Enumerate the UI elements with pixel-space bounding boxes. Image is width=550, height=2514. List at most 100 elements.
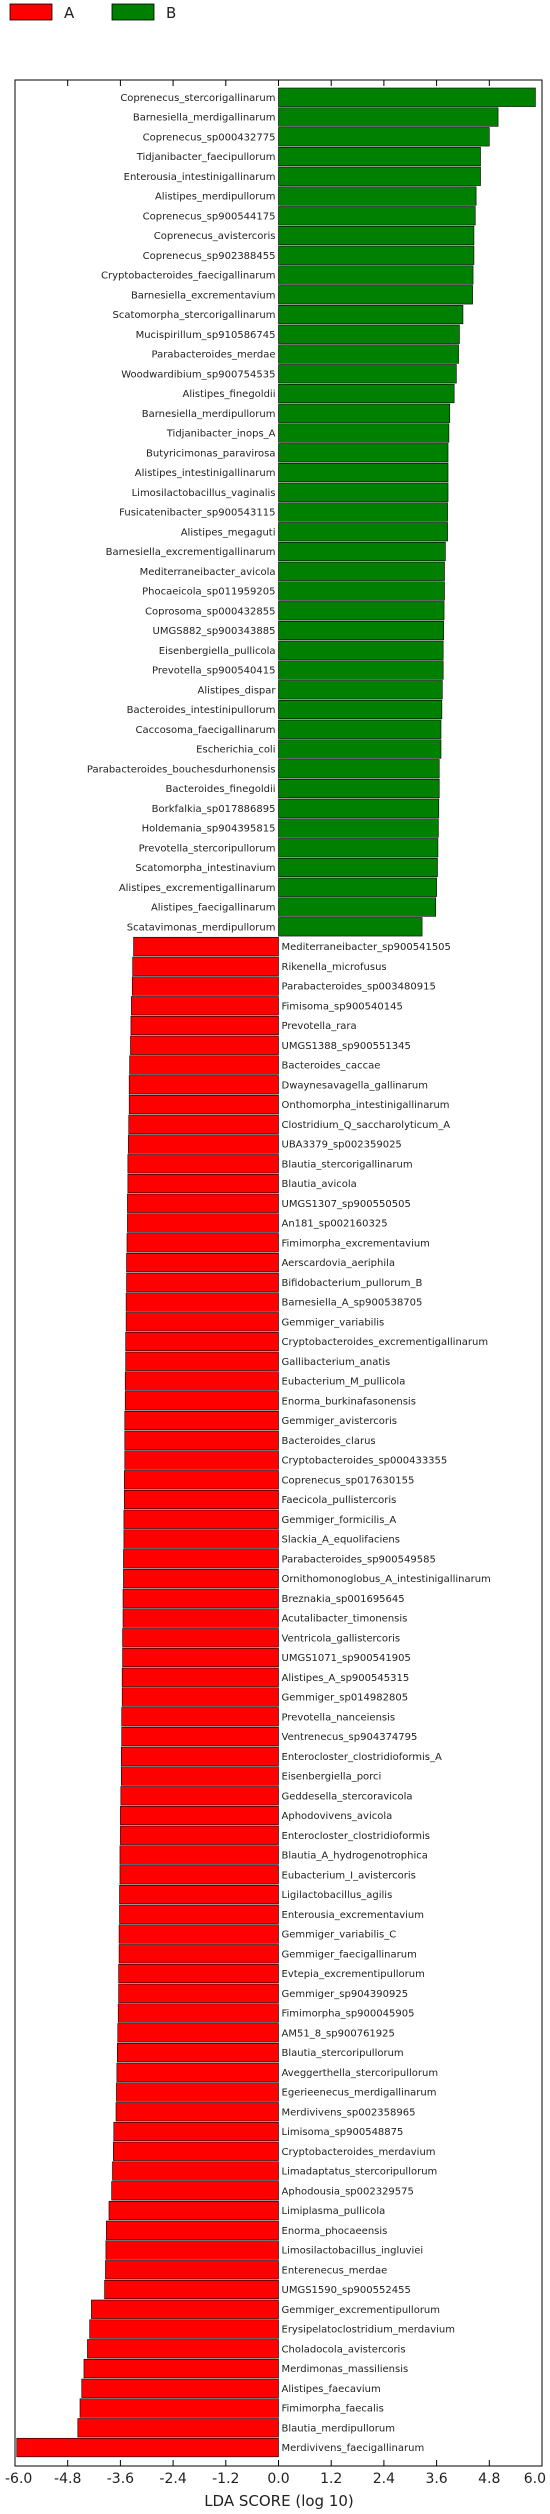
bar-Caccosoma_faecigallinarum (278, 719, 442, 739)
bar-Alistipes_finegoldii (278, 383, 455, 404)
bar-Barnesiella_excrementavium (278, 285, 473, 305)
bar-label-Mucispirillum_sp910586745: Mucispirillum_sp910586745 (136, 330, 276, 341)
x-tick-label: 3.6 (425, 2471, 447, 2487)
bar-Cryptobacteroides_sp000433355 (124, 1450, 279, 1470)
bar-label-Gemmiger_formicilis_A: Gemmiger_formicilis_A (282, 1515, 397, 1526)
bar-label-Merdivivens_sp002358965: Merdivivens_sp002358965 (282, 2107, 416, 2118)
bar-Blautia_A_hydrogenotrophica (119, 1845, 279, 1865)
bar-label-Scatomorpha_intestinavium: Scatomorpha_intestinavium (135, 863, 275, 874)
bar-Tidjanibacter_inops_A (278, 423, 450, 443)
bar-UMGS1307_sp900550505 (127, 1193, 279, 1213)
bar-Mucispirillum_sp910586745 (278, 324, 460, 344)
bar-Fimimorpha_faecalis (79, 2398, 279, 2418)
bar-label-Fimimorpha_faecalis: Fimimorpha_faecalis (282, 2404, 384, 2415)
bar-Parabacteroides_sp900549585 (123, 1549, 279, 1569)
bar-Clostridium_Q_saccharolyticum_A (128, 1114, 279, 1134)
bar-Aphodovivens_avicola (120, 1805, 279, 1826)
bar-label-Coprenecus_avistercoris: Coprenecus_avistercoris (154, 231, 276, 242)
bar-label-Escherichia_coli: Escherichia_coli (196, 745, 275, 756)
bar-UMGS1071_sp900541905 (122, 1647, 279, 1668)
bar-label-UBA3379_sp002359025: UBA3379_sp002359025 (282, 1140, 402, 1151)
bar-label-Cryptobacteroides_merdavium: Cryptobacteroides_merdavium (282, 2147, 436, 2158)
bar-label-Alistipes_A_sp900545315: Alistipes_A_sp900545315 (282, 1673, 410, 1684)
bar-Alistipes_merdipullorum (278, 186, 477, 206)
bar-Breznakia_sp001695645 (122, 1588, 279, 1608)
bar-label-Parabacteroides_bouchesdurhonensis: Parabacteroides_bouchesdurhonensis (87, 764, 276, 775)
bar-UMGS1590_sp900552455 (104, 2279, 279, 2300)
x-tick-label: 2.4 (373, 2471, 395, 2487)
bar-label-Ornithomonoglobus_A_intestinigallinarum: Ornithomonoglobus_A_intestinigallinarum (282, 1574, 491, 1585)
bar-label-Alistipes_faecigallinarum: Alistipes_faecigallinarum (151, 903, 276, 914)
bar-label-Rikenella_microfusus: Rikenella_microfusus (282, 962, 387, 973)
bar-label-Acutalibacter_timonensis: Acutalibacter_timonensis (282, 1614, 408, 1625)
bar-Egerieenecus_merdigallinarum (116, 2082, 279, 2102)
bar-Gallibacterium_anatis (125, 1351, 279, 1371)
bar-label-Alistipes_megaguti: Alistipes_megaguti (181, 527, 276, 538)
bar-label-Prevotella_stercoripullorum: Prevotella_stercoripullorum (139, 843, 276, 854)
bar-label-Limosilactobacillus_ingluviei: Limosilactobacillus_ingluviei (282, 2246, 424, 2257)
bar-label-Blautia_stercorigallinarum: Blautia_stercorigallinarum (282, 1159, 413, 1170)
bar-Geddesella_stercoravicola (120, 1786, 279, 1806)
bar-Blautia_stercorigallinarum (127, 1154, 279, 1174)
bar-label-UMGS1307_sp900550505: UMGS1307_sp900550505 (282, 1199, 411, 1210)
bar-Blautia_merdipullorum (77, 2418, 279, 2438)
bar-Scatavimonas_merdipullorum (278, 917, 423, 937)
bar-label-Barnesiella_merdipullorum: Barnesiella_merdipullorum (142, 409, 276, 420)
bar-label-Fimimorpha_excrementavium: Fimimorpha_excrementavium (282, 1238, 430, 1249)
bar-label-Alistipes_faecavium: Alistipes_faecavium (282, 2384, 381, 2395)
bar-Parabacteroides_bouchesdurhonensis (278, 759, 440, 779)
bar-Enterocloster_clostridioformis_A (120, 1746, 279, 1766)
x-axis: -6.0 -4.8 -3.6 -2.4 -1.2 0.0 1.2 2.4 3.6 4.8 6.0 (5, 80, 546, 2487)
bar-label-Gemmiger_avistercoris: Gemmiger_avistercoris (282, 1416, 398, 1427)
bar-label-Prevotella_nanceiensis: Prevotella_nanceiensis (282, 1712, 396, 1723)
bar-Prevotella_sp900540415 (278, 660, 444, 680)
bar-Fimimorpha_excrementavium (126, 1233, 279, 1253)
bar-label-Butyricimonas_paravirosa: Butyricimonas_paravirosa (146, 448, 276, 459)
bar-Limiplasma_pullicola (108, 2200, 279, 2221)
bar-Butyricimonas_paravirosa (278, 443, 449, 463)
x-tick-label: -1.2 (212, 2471, 239, 2487)
bar-label-Gemmiger_faecigallinarum: Gemmiger_faecigallinarum (282, 1949, 417, 1960)
bar-Merdimonas_massiliensis (83, 2358, 279, 2379)
bar-Blautia_avicola (127, 1173, 279, 1194)
bar-label-Tidjanibacter_inops_A: Tidjanibacter_inops_A (166, 429, 276, 440)
bar-Enterocloster_clostridioformis (120, 1825, 279, 1845)
bar-label-Merdivivens_faecigallinarum: Merdivivens_faecigallinarum (282, 2443, 425, 2454)
bar-Coprenecus_avistercoris (278, 225, 475, 246)
bar-label-Onthomorpha_intestinigallinarum: Onthomorpha_intestinigallinarum (282, 1100, 450, 1111)
bar-label-Breznakia_sp001695645: Breznakia_sp001695645 (282, 1594, 405, 1605)
bar-label-Limisoma_sp900548875: Limisoma_sp900548875 (282, 2127, 404, 2138)
x-tick-label: -2.4 (159, 2471, 186, 2487)
bar-Gemmiger_variabilis (125, 1312, 279, 1332)
bar-Gemmiger_formicilis_A (123, 1509, 279, 1529)
bar-Fimimorpha_sp900045905 (117, 2003, 279, 2023)
bar-Cryptobacteroides_faecigallinarum (278, 265, 474, 285)
bar-label-Ventrenecus_sp904374795: Ventrenecus_sp904374795 (282, 1732, 418, 1743)
bar-Eubacterium_I_avistercoris (119, 1865, 279, 1885)
bar-Borkfalkia_sp017886895 (278, 798, 440, 818)
bar-Limosilactobacillus_vaginalis (278, 482, 449, 502)
bar-label-Ligilactobacillus_agilis: Ligilactobacillus_agilis (282, 1890, 393, 1901)
bar-label-Merdimonas_massiliensis: Merdimonas_massiliensis (282, 2364, 409, 2375)
x-tick-label: 4.8 (478, 2471, 500, 2487)
bar-Limadaptatus_stercoripullorum (112, 2161, 279, 2181)
bar-label-Gemmiger_sp904390925: Gemmiger_sp904390925 (282, 1989, 409, 2000)
bar-label-Gallibacterium_anatis: Gallibacterium_anatis (282, 1357, 391, 1368)
bar-Parabacteroides_merdae (278, 344, 459, 364)
bar-Onthomorpha_intestinigallinarum (128, 1094, 279, 1115)
bar-Aphodousia_sp002329575 (111, 2181, 279, 2201)
bar-Woodwardibium_sp900754535 (278, 364, 457, 384)
bar-label-Blautia_stercoripullorum: Blautia_stercoripullorum (282, 2048, 404, 2059)
bar-label-Mediterraneibacter_avicola: Mediterraneibacter_avicola (140, 567, 276, 578)
bar-Dwaynesavagella_gallinarum (128, 1075, 279, 1095)
bar-Alistipes_megaguti (278, 522, 448, 542)
bar-label-UMGS1071_sp900541905: UMGS1071_sp900541905 (282, 1653, 411, 1664)
bar-label-Fimisoma_sp900540145: Fimisoma_sp900540145 (282, 1001, 403, 1012)
bar-Alistipes_faecigallinarum (278, 897, 437, 917)
legend-swatch-a (9, 3, 53, 21)
bar-Enterenecus_merdae (105, 2260, 279, 2280)
bar-label-Bacteroides_caccae: Bacteroides_caccae (282, 1061, 381, 1072)
bar-AM51_8_sp900761925 (117, 2023, 279, 2043)
bar-Limosilactobacillus_ingluviei (105, 2240, 279, 2260)
